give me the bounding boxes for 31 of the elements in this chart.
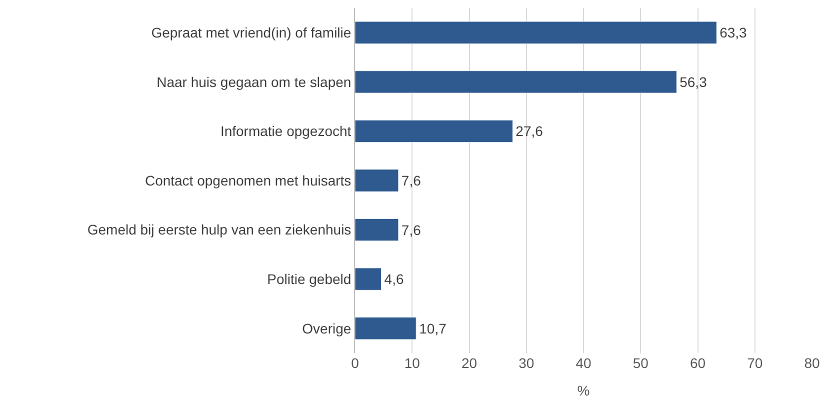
x-tick-label: 50 bbox=[632, 355, 649, 371]
data-label: 27,6 bbox=[516, 123, 544, 140]
x-axis-title: % bbox=[577, 382, 590, 398]
x-tick-label: 30 bbox=[518, 355, 534, 371]
bar bbox=[355, 169, 399, 192]
bar bbox=[355, 268, 382, 290]
bar bbox=[355, 317, 416, 340]
data-label: 56,3 bbox=[680, 74, 708, 90]
y-tick-label: Naar huis gegaan om te slapen bbox=[156, 74, 352, 90]
x-tick-label: 70 bbox=[747, 355, 763, 371]
x-tick-label: 20 bbox=[461, 355, 478, 371]
x-tick-label: 60 bbox=[690, 355, 706, 371]
y-tick-label: Gepraat met vriend(in) of familie bbox=[151, 24, 352, 41]
x-tick-label: 40 bbox=[576, 355, 592, 371]
bar bbox=[355, 21, 717, 44]
bar bbox=[355, 70, 677, 94]
data-label: 7,6 bbox=[401, 172, 422, 188]
data-label: 10,7 bbox=[419, 320, 447, 336]
bar bbox=[355, 120, 513, 143]
x-tick-label: 80 bbox=[804, 355, 820, 371]
y-tick-label: Contact opgenomen met huisarts bbox=[144, 172, 352, 188]
y-tick-label: Gemeld bij eerste hulp van een ziekenhuis bbox=[87, 222, 352, 238]
y-tick-label: Overige bbox=[302, 320, 352, 336]
y-tick-label: Informatie opgezocht bbox=[220, 123, 352, 140]
data-label: 63,3 bbox=[720, 24, 748, 41]
y-tick-label: Politie gebeld bbox=[267, 270, 352, 287]
data-label: 7,6 bbox=[401, 222, 422, 238]
x-tick-label: 0 bbox=[351, 355, 360, 371]
bar bbox=[355, 218, 399, 242]
x-tick-label: 10 bbox=[404, 355, 420, 371]
data-label: 4,6 bbox=[384, 271, 404, 288]
